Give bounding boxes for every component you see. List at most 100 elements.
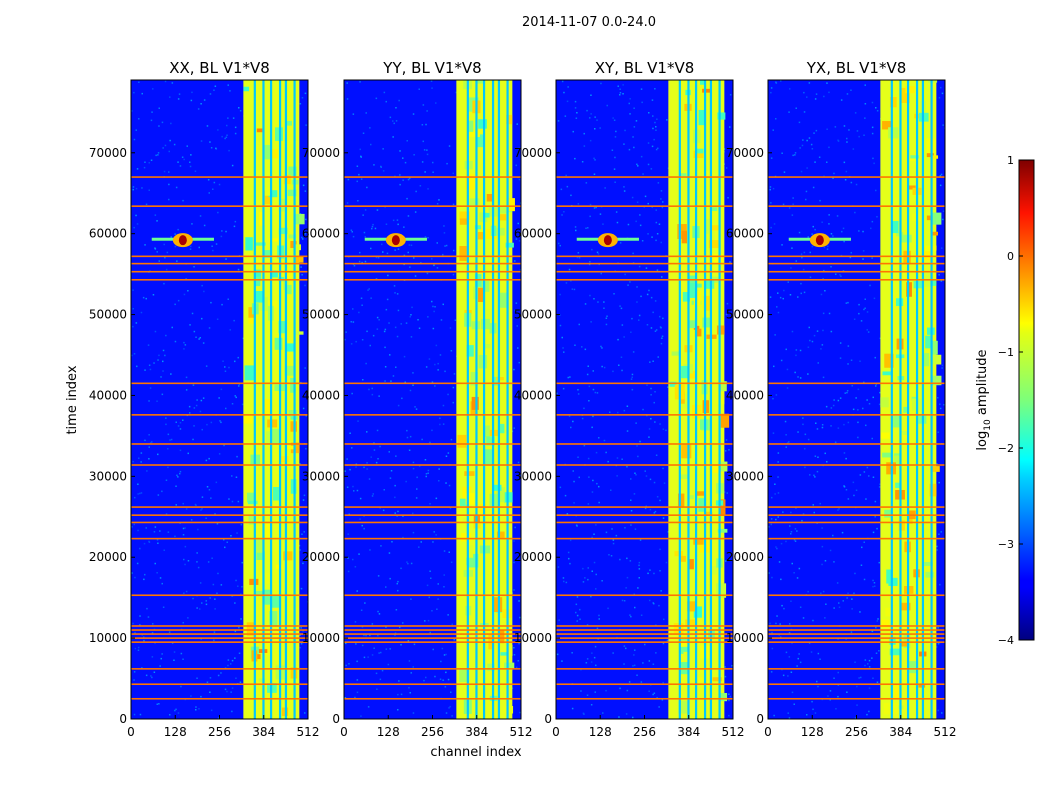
band-patch — [930, 279, 937, 286]
band-patch — [882, 452, 892, 458]
band-patch — [288, 410, 298, 417]
noise-cell — [300, 587, 303, 590]
band-patch — [681, 230, 687, 244]
noise-cell — [137, 493, 139, 495]
noise-cell — [786, 387, 789, 389]
noise-cell — [837, 671, 839, 674]
noise-cell — [653, 512, 656, 514]
noise-cell — [346, 202, 349, 204]
noise-cell — [143, 639, 145, 642]
noise-cell — [430, 80, 433, 82]
noise-cell — [622, 93, 624, 95]
noise-cell — [303, 494, 306, 497]
noise-cell — [437, 369, 439, 371]
noise-cell — [447, 614, 449, 616]
noise-cell — [442, 423, 445, 425]
noise-cell — [866, 713, 868, 716]
noise-cell — [181, 156, 184, 158]
noise-cell — [160, 376, 162, 378]
noise-cell — [629, 113, 631, 115]
noise-cell — [786, 442, 789, 444]
flagged-row — [131, 262, 308, 265]
noise-cell — [237, 268, 240, 271]
noise-cell — [630, 378, 633, 380]
noise-cell — [361, 339, 364, 341]
noise-cell — [515, 164, 517, 167]
noise-cell — [518, 361, 520, 364]
noise-cell — [368, 388, 370, 391]
noise-cell — [389, 648, 391, 650]
noise-cell — [444, 370, 446, 373]
noise-cell — [195, 404, 198, 407]
noise-cell — [775, 81, 777, 83]
noise-cell — [140, 452, 143, 454]
noise-cell — [400, 644, 402, 646]
noise-cell — [854, 661, 856, 663]
noise-cell — [872, 396, 874, 399]
noise-cell — [195, 709, 197, 711]
noise-cell — [574, 107, 577, 109]
noise-cell — [629, 281, 631, 283]
noise-cell — [576, 112, 578, 114]
noise-cell — [872, 579, 874, 582]
noise-cell — [811, 148, 814, 150]
noise-cell — [592, 415, 594, 418]
noise-cell — [193, 425, 195, 427]
noise-cell — [654, 300, 657, 302]
noise-cell — [587, 503, 590, 505]
noise-cell — [302, 238, 304, 240]
noise-cell — [794, 154, 796, 156]
band-patch — [288, 234, 297, 239]
band-patch — [678, 700, 689, 714]
noise-cell — [826, 128, 828, 130]
noise-cell — [170, 373, 172, 375]
noise-cell — [356, 660, 358, 663]
band-patch — [696, 148, 704, 154]
colorbar-label-sub: 10 — [983, 419, 993, 431]
noise-cell — [448, 145, 451, 147]
noise-cell — [220, 235, 223, 238]
noise-cell — [781, 604, 783, 607]
noise-cell — [797, 376, 799, 378]
noise-cell — [205, 600, 207, 602]
noise-cell — [633, 493, 636, 495]
band-patch — [719, 461, 728, 472]
noise-cell — [570, 426, 572, 429]
y-tick-label: 70000 — [89, 146, 127, 160]
noise-cell — [589, 261, 591, 263]
noise-cell — [613, 168, 616, 170]
flagged-row — [768, 683, 945, 686]
noise-cell — [594, 691, 596, 693]
noise-cell — [132, 622, 134, 625]
noise-cell — [565, 282, 568, 284]
noise-cell — [589, 215, 591, 218]
noise-cell — [224, 546, 226, 549]
band-patch — [475, 577, 482, 590]
band-patch — [888, 577, 898, 586]
noise-cell — [770, 202, 772, 204]
noise-cell — [384, 328, 387, 331]
noise-cell — [201, 428, 203, 431]
band-patch — [924, 247, 932, 261]
band-patch — [718, 381, 727, 392]
flagged-row — [768, 594, 945, 597]
noise-cell — [655, 239, 657, 242]
noise-cell — [627, 284, 629, 286]
noise-cell — [652, 663, 655, 665]
band-patch — [693, 150, 704, 159]
noise-cell — [200, 399, 203, 402]
noise-cell — [216, 592, 218, 594]
noise-cell — [619, 94, 621, 96]
noise-cell — [560, 188, 563, 191]
noise-cell — [572, 130, 574, 133]
noise-cell — [182, 622, 184, 624]
band-patch — [461, 533, 472, 542]
noise-cell — [624, 527, 626, 529]
noise-cell — [585, 662, 588, 664]
noise-cell — [150, 159, 153, 161]
noise-cell — [377, 458, 379, 460]
noise-cell — [622, 84, 624, 86]
noise-cell — [942, 124, 944, 126]
noise-cell — [430, 577, 432, 579]
noise-cell — [306, 557, 308, 560]
